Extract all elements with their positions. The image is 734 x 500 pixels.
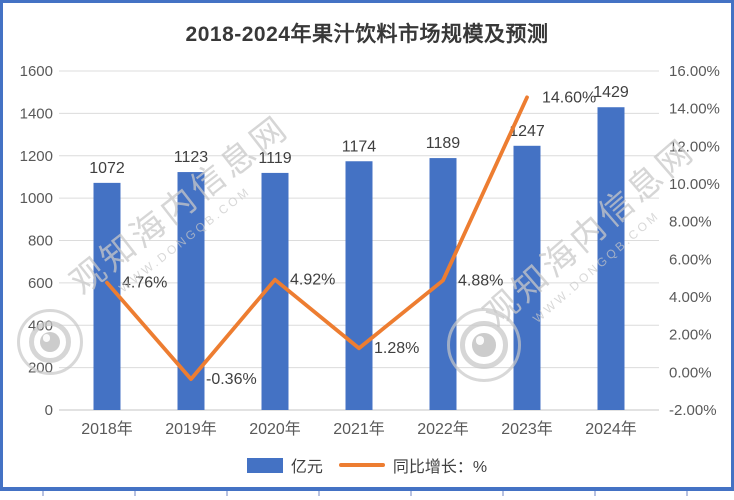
x-axis-label: 2021年 — [333, 420, 385, 438]
bar-series-label: 亿元 — [290, 459, 323, 476]
left-axis-tick-label: 1400 — [20, 105, 53, 122]
right-axis-tick-label: 0.00% — [669, 364, 712, 381]
combo-chart-plot: 1600 1400 1200 1000 800 600 400 200 0 16.00% 14.00… — [20, 63, 720, 438]
right-axis-tick-label: 8.00% — [669, 214, 712, 231]
right-axis-tick-label: 10.00% — [669, 176, 720, 193]
x-axis-label: 2019年 — [165, 420, 217, 438]
line-point-label: 1.28% — [374, 340, 419, 357]
bar-2019年 — [177, 172, 205, 410]
left-axis-tick-label: 400 — [28, 317, 53, 334]
left-axis-tick-label: 1000 — [20, 190, 53, 207]
bar-value-label: 1189 — [426, 135, 461, 152]
left-axis-tick-label: 1600 — [20, 63, 53, 80]
bar-2021年 — [345, 161, 373, 410]
right-axis-tick-label: 6.00% — [669, 251, 712, 268]
left-axis-tick-label: 600 — [28, 275, 53, 292]
legend-item-bar-series: 亿元 — [246, 453, 323, 477]
x-axis-label: 2020年 — [249, 420, 301, 438]
line-point-label: 4.88% — [458, 272, 503, 289]
x-axis-label: 2022年 — [417, 420, 469, 438]
line-point-label: -0.36% — [206, 371, 257, 388]
left-axis-tick-label: 800 — [28, 233, 53, 250]
right-axis-tick-label: -2.00% — [669, 402, 717, 419]
right-axis-tick-label: 12.00% — [669, 138, 720, 155]
bar-value-label: 1072 — [89, 160, 125, 177]
x-axis-label: 2018年 — [81, 420, 133, 438]
cropped-table-column-ticks — [0, 491, 734, 496]
bar-value-label: 1123 — [174, 149, 209, 166]
right-axis-tick-label: 2.00% — [669, 327, 712, 344]
line-series-swatch-icon — [338, 463, 385, 467]
growth-line — [105, 95, 529, 382]
x-axis-label: 2023年 — [501, 420, 553, 438]
cropped-table-row-strip — [0, 491, 734, 500]
x-axis-label: 2024年 — [585, 420, 637, 438]
bar-2024年 — [597, 107, 625, 410]
right-axis-tick-label: 16.00% — [669, 63, 720, 80]
left-axis-tick-label: 200 — [28, 360, 53, 377]
bar-2022年 — [429, 158, 457, 410]
legend: 亿元 同比增长：% — [3, 449, 731, 487]
left-axis-tick-label: 0 — [45, 402, 53, 419]
bar-value-label: 1247 — [509, 123, 545, 140]
right-axis-tick-label: 14.00% — [669, 101, 720, 118]
bar-2023年 — [513, 145, 541, 410]
line-point-label: 4.92% — [290, 272, 335, 289]
bar-value-label: 1429 — [593, 84, 629, 101]
chart-title: 2018-2024年果汁饮料市场规模及预测 — [185, 23, 549, 46]
line-point-label: 14.60% — [542, 89, 596, 106]
legend-item-line-series: 同比增长：% — [338, 453, 488, 477]
bar-value-label: 1119 — [258, 150, 291, 167]
line-series-label: 同比增长：% — [392, 459, 488, 476]
right-axis-tick-label: 4.00% — [669, 289, 712, 306]
bar-series-swatch-icon — [246, 457, 283, 473]
bar-2018年 — [93, 182, 121, 410]
left-axis-tick-label: 1200 — [20, 148, 53, 165]
bar-value-label: 1174 — [342, 138, 377, 155]
line-point-label: 4.76% — [122, 275, 167, 292]
